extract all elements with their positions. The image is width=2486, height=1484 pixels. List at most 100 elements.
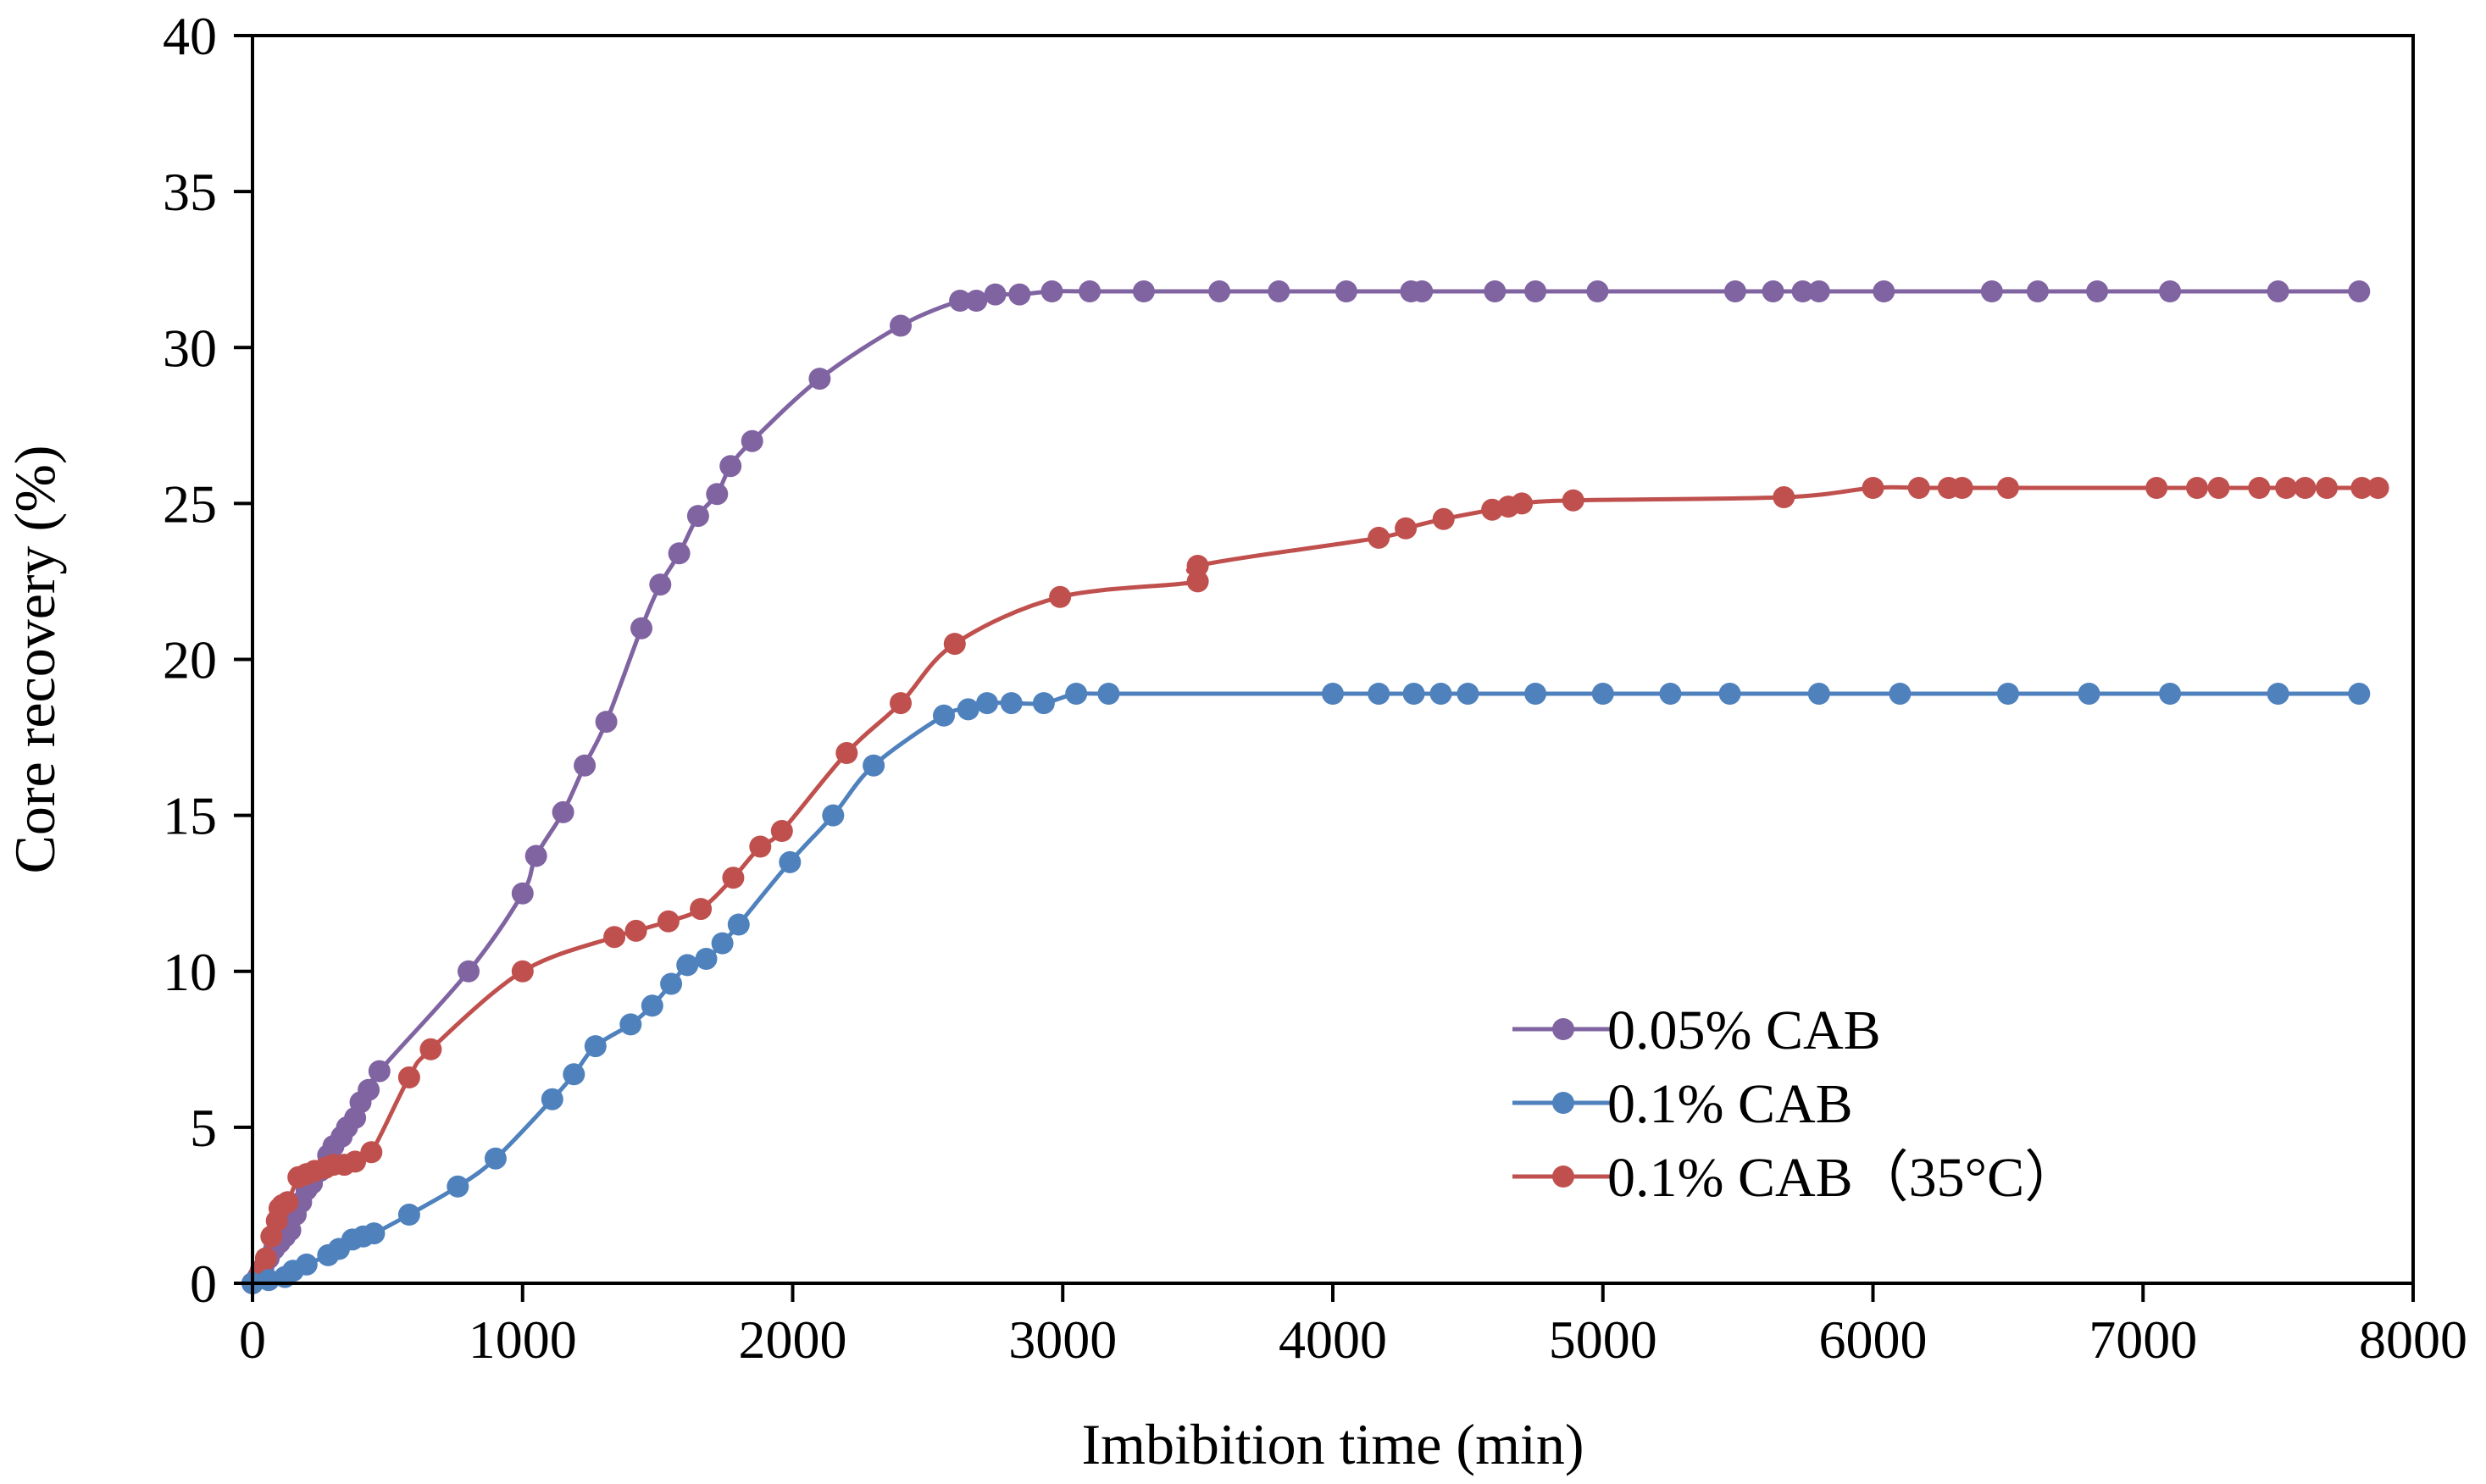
data-point: [2159, 683, 2182, 705]
data-point: [1511, 492, 1534, 515]
data-point: [419, 1038, 442, 1060]
data-point: [1335, 280, 1357, 302]
data-point: [660, 972, 683, 995]
data-point: [1395, 517, 1418, 540]
data-point: [360, 1141, 383, 1164]
data-point: [603, 926, 626, 949]
data-point: [584, 1035, 607, 1058]
y-tick-label: 5: [190, 1098, 217, 1158]
data-point: [624, 919, 647, 942]
data-point: [511, 960, 534, 983]
data-point: [779, 850, 802, 873]
data-point: [458, 960, 480, 983]
axes-layer: 0 5 10 15 20 25 30 35 40 0 1000 2000 3000 4000 5000 600…: [163, 6, 2467, 1370]
data-point: [358, 1078, 380, 1101]
data-point: [1432, 507, 1455, 530]
data-point: [1049, 585, 1072, 608]
y-tick-label: 40: [163, 6, 217, 66]
series-2: [241, 477, 2389, 1294]
data-point: [2348, 280, 2371, 302]
data-point: [686, 505, 709, 528]
data-point: [1132, 280, 1155, 302]
data-point: [563, 1063, 585, 1086]
data-point: [1484, 280, 1507, 302]
legend-marker: [1552, 1092, 1574, 1114]
x-axis-title: Imbibition time (min): [1081, 1412, 1584, 1476]
data-point: [1791, 280, 1814, 302]
data-point: [2026, 280, 2049, 302]
data-point: [1996, 477, 2019, 499]
data-point: [1996, 683, 2019, 705]
data-point: [2145, 477, 2168, 499]
data-point: [1762, 280, 1784, 302]
data-point: [2275, 477, 2298, 499]
data-point: [1208, 280, 1231, 302]
y-tick-label: 20: [163, 630, 217, 690]
data-point: [1718, 683, 1741, 705]
data-point: [890, 314, 912, 337]
data-point: [976, 692, 998, 715]
data-point: [1773, 486, 1795, 508]
legend-label: 0.1% CAB: [1607, 1073, 1853, 1135]
data-point: [2078, 683, 2100, 705]
data-point: [511, 882, 534, 905]
data-point: [397, 1066, 420, 1088]
data-point: [1411, 280, 1434, 302]
x-tick-label: 3000: [1008, 1310, 1117, 1370]
data-point: [1723, 280, 1746, 302]
legend-marker: [1552, 1018, 1574, 1040]
data-point: [808, 368, 831, 390]
data-point: [1907, 477, 1930, 499]
data-point: [2348, 683, 2371, 705]
data-point: [2267, 280, 2289, 302]
data-point: [1457, 683, 1479, 705]
data-point: [1807, 683, 1830, 705]
data-point: [295, 1253, 318, 1276]
data-point: [965, 290, 988, 312]
x-tick-label: 0: [239, 1310, 266, 1370]
data-point: [1065, 683, 1088, 705]
data-point: [1524, 280, 1547, 302]
data-point: [1562, 489, 1584, 512]
data-point: [706, 483, 729, 506]
data-point: [711, 932, 734, 955]
data-point: [2207, 477, 2230, 499]
data-point: [254, 1247, 277, 1270]
data-point: [344, 1150, 367, 1173]
legend-label: 0.05% CAB: [1607, 999, 1881, 1061]
data-point: [741, 429, 763, 452]
data-point: [2316, 477, 2338, 499]
data-point: [957, 698, 979, 721]
data-point: [1889, 683, 1912, 705]
data-point: [984, 283, 1007, 306]
data-point: [2350, 477, 2373, 499]
data-point: [949, 290, 972, 312]
data-point: [943, 633, 966, 656]
data-point: [835, 742, 858, 764]
data-point: [1862, 477, 1884, 499]
data-point: [1268, 280, 1290, 302]
data-point: [676, 954, 699, 977]
data-point: [524, 844, 547, 867]
data-point: [641, 994, 663, 1017]
legend-item: 0.1% CAB（35°C）: [1512, 1147, 2080, 1209]
data-point: [595, 711, 618, 734]
legend-marker: [1552, 1166, 1574, 1188]
y-tick-label: 25: [163, 473, 217, 534]
data-point: [2267, 683, 2289, 705]
data-point: [397, 1204, 420, 1226]
data-point: [1000, 692, 1023, 715]
data-point: [890, 692, 912, 715]
data-point: [1322, 683, 1344, 705]
data-point: [1951, 477, 1973, 499]
data-point: [1040, 280, 1063, 302]
x-tick-label: 1000: [469, 1310, 577, 1370]
data-point: [2294, 477, 2317, 499]
data-point: [770, 820, 793, 842]
data-point: [822, 804, 845, 827]
data-point: [933, 704, 955, 727]
y-tick-label: 30: [163, 318, 217, 378]
legend: 0.05% CAB 0.1% CAB 0.1% CAB（35°C）: [1512, 999, 2080, 1209]
